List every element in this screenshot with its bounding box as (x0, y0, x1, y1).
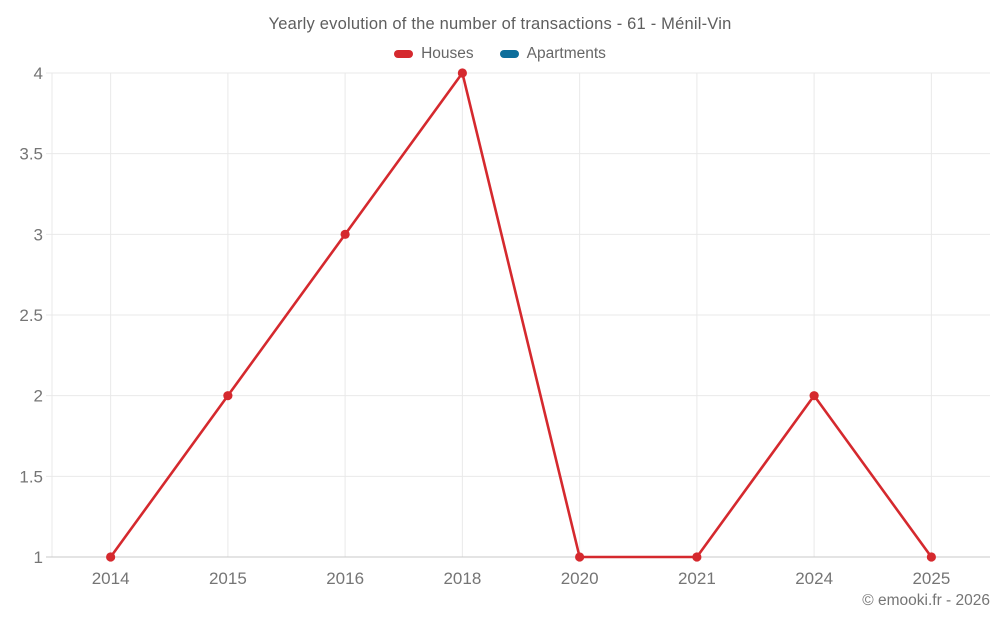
data-point (106, 552, 116, 562)
legend-item-houses[interactable]: Houses (394, 45, 474, 63)
apartments-series-swatch-icon (499, 50, 519, 58)
svg-text:1: 1 (34, 548, 43, 567)
legend-label-houses: Houses (421, 45, 474, 62)
svg-text:3: 3 (34, 225, 43, 244)
svg-text:4: 4 (34, 64, 43, 83)
svg-text:2.5: 2.5 (19, 306, 43, 325)
chart-title: Yearly evolution of the number of transa… (268, 15, 732, 33)
svg-text:2015: 2015 (209, 569, 247, 588)
data-point (575, 552, 585, 562)
data-point (926, 552, 936, 562)
data-point (692, 552, 702, 562)
svg-text:2014: 2014 (92, 569, 130, 588)
svg-text:2021: 2021 (678, 569, 716, 588)
svg-text:3.5: 3.5 (19, 145, 43, 164)
data-point (340, 229, 350, 239)
svg-text:2024: 2024 (795, 569, 833, 588)
svg-text:2018: 2018 (443, 569, 481, 588)
legend: Houses Apartments (0, 45, 1000, 63)
svg-text:2016: 2016 (326, 569, 364, 588)
copyright-text: © emooki.fr - 2026 (862, 592, 990, 609)
houses-series-swatch-icon (394, 50, 414, 58)
svg-text:1.5: 1.5 (19, 467, 43, 486)
svg-text:2: 2 (34, 387, 43, 406)
svg-text:2020: 2020 (561, 569, 599, 588)
legend-label-apartments: Apartments (526, 45, 606, 62)
data-point (809, 391, 819, 401)
svg-text:2025: 2025 (912, 569, 950, 588)
legend-item-apartments[interactable]: Apartments (499, 45, 606, 63)
data-point (457, 68, 467, 78)
data-point (223, 391, 233, 401)
